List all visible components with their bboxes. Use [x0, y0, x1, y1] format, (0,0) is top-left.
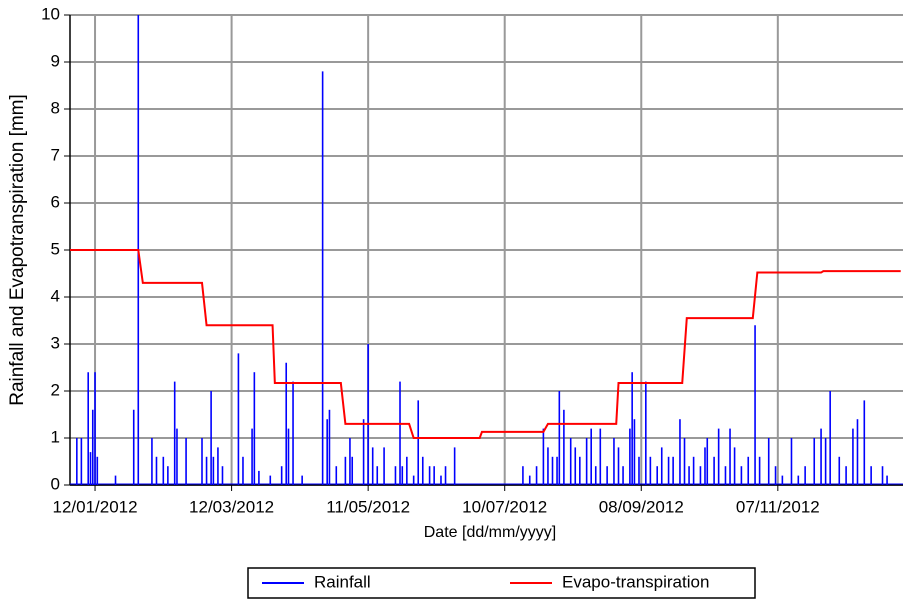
y-tick-label: 5	[51, 239, 60, 258]
y-tick-label: 10	[41, 4, 60, 23]
x-tick-label: 08/09/2012	[599, 497, 684, 516]
x-tick-label: 12/01/2012	[52, 497, 137, 516]
legend-label: Evapo-transpiration	[562, 572, 709, 591]
et-line	[70, 249, 901, 439]
y-tick-label: 1	[51, 427, 60, 446]
legend-box	[247, 567, 756, 599]
y-tick-label: 3	[51, 333, 60, 352]
y-tick-label: 6	[51, 192, 60, 211]
y-tick-label: 0	[51, 474, 60, 493]
y-tick-label: 2	[51, 380, 60, 399]
x-tick-label: 10/07/2012	[462, 497, 547, 516]
x-tick-label: 07/11/2012	[736, 497, 820, 516]
y-tick-label: 7	[51, 145, 60, 164]
x-axis-label: Date [dd/mm/yyyy]	[424, 524, 556, 541]
y-axis-label: Rainfall and Evapotranspiration [mm]	[7, 94, 28, 406]
y-tick-label: 8	[51, 98, 60, 117]
y-tick-label: 9	[51, 51, 60, 70]
y-tick-label: 4	[51, 286, 60, 305]
x-tick-label: 12/03/2012	[189, 497, 274, 516]
x-tick-label: 11/05/2012	[326, 497, 410, 516]
legend-label: Rainfall	[314, 572, 371, 591]
